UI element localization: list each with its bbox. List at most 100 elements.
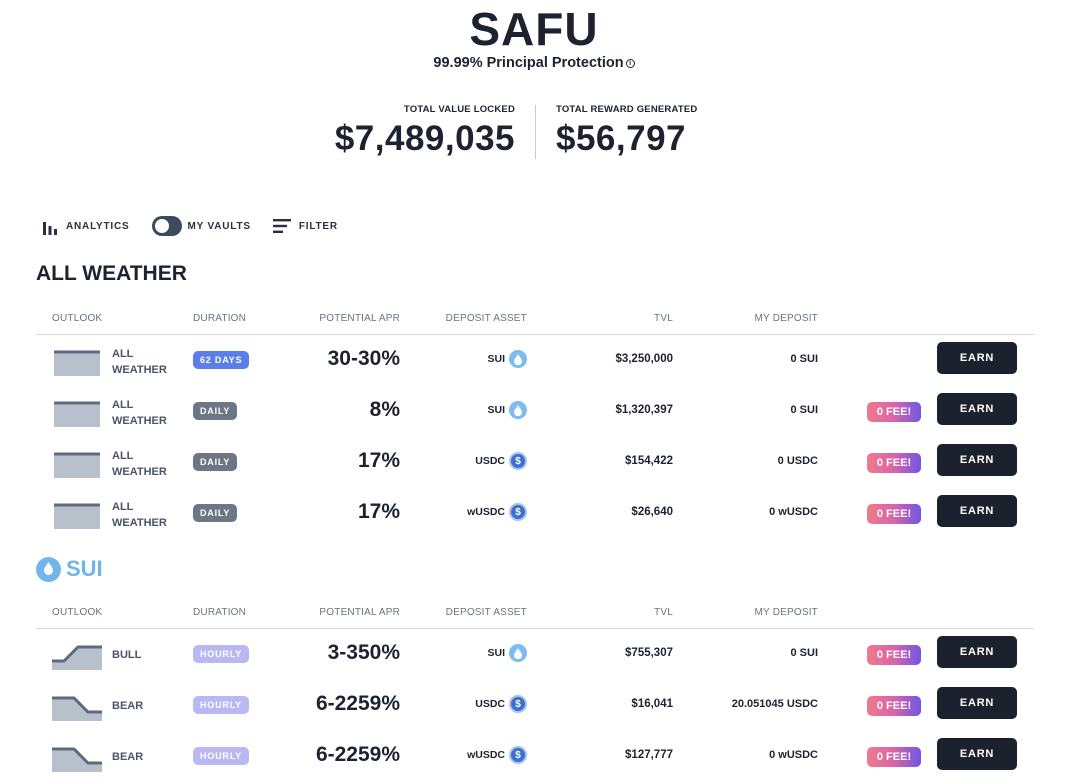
- my-deposit: 0 wUSDC: [769, 749, 818, 761]
- outlook-label: ALL WEATHER: [112, 397, 167, 429]
- total-reward-generated: TOTAL REWARD GENERATED $56,797: [556, 104, 697, 159]
- sui-icon: [509, 350, 527, 368]
- outlook-label-line1: BEAR: [112, 700, 144, 712]
- deposit-asset: SUI: [487, 350, 527, 368]
- filter-button[interactable]: FILTER: [272, 219, 338, 233]
- usdc-icon: $: [509, 452, 527, 470]
- outlook-chart: [52, 400, 102, 432]
- my-vaults-toggle[interactable]: MY VAULTS: [151, 216, 251, 236]
- earn-button[interactable]: EARN: [937, 342, 1017, 374]
- asset-name: SUI: [487, 647, 505, 659]
- analytics-button[interactable]: ANALYTICS: [42, 217, 130, 235]
- outlook-label-line2: WEATHER: [112, 517, 167, 529]
- toggle-switch[interactable]: [151, 216, 182, 236]
- outlook-label-line1: ALL: [112, 348, 134, 360]
- column-header-duration: DURATION: [193, 607, 247, 618]
- table-header: OUTLOOK DURATION POTENTIAL APR DEPOSIT ASSE…: [36, 597, 1034, 629]
- tvl-value: $1,320,397: [615, 404, 673, 416]
- filter-label: FILTER: [298, 220, 338, 232]
- tagline: 99.99% Principal Protection i: [0, 55, 1068, 71]
- tvl-value: $26,640: [631, 506, 673, 518]
- reward-value: $56,797: [556, 119, 687, 158]
- my-deposit: 0 wUSDC: [769, 506, 818, 518]
- column-header-asset: DEPOSIT ASSET: [445, 607, 527, 618]
- earn-button[interactable]: EARN: [937, 636, 1017, 668]
- section-title: SUI: [36, 556, 103, 582]
- asset-name: USDC: [475, 698, 505, 710]
- vault-table: OUTLOOK DURATION POTENTIAL APR DEPOSIT ASSE…: [36, 303, 1034, 539]
- duration-badge: DAILY: [193, 453, 238, 471]
- deposit-asset: SUI: [487, 401, 527, 419]
- asset-name: wUSDC: [467, 749, 505, 761]
- flat-outlook-icon: [54, 350, 100, 376]
- outlook-label-line2: WEATHER: [112, 415, 167, 427]
- earn-button[interactable]: EARN: [937, 738, 1017, 770]
- earn-button[interactable]: EARN: [937, 687, 1017, 719]
- vault-row: BEAR HOURLY 6-2259% USDC $ $16,041 20.051045 U…: [36, 680, 1034, 731]
- asset-name: wUSDC: [467, 506, 505, 518]
- my-vaults-label: MY VAULTS: [187, 220, 251, 232]
- outlook-label-line1: BULL: [112, 649, 142, 661]
- info-icon[interactable]: i: [625, 58, 635, 68]
- deposit-asset: wUSDC $: [467, 746, 527, 764]
- earn-button[interactable]: EARN: [937, 444, 1017, 476]
- column-header-deposit: MY DEPOSIT: [754, 313, 818, 324]
- duration-badge: HOURLY: [193, 696, 249, 714]
- asset-name: SUI: [487, 404, 505, 416]
- bear-outlook-icon: [52, 696, 102, 721]
- deposit-asset: SUI: [487, 644, 527, 662]
- sui-logo-icon: [36, 556, 61, 582]
- zero-fee-badge: 0 FEE!: [867, 696, 921, 716]
- asset-name: SUI: [487, 353, 505, 365]
- bear-outlook-icon: [52, 747, 102, 772]
- outlook-chart: [52, 745, 102, 777]
- outlook-chart: [52, 502, 102, 534]
- bull-outlook-icon: [52, 645, 102, 670]
- asset-name: USDC: [475, 455, 505, 467]
- zero-fee-badge: 0 FEE!: [867, 453, 921, 473]
- section-title: ALL WEATHER: [36, 262, 187, 285]
- sui-icon: [509, 401, 527, 419]
- outlook-label-line1: BEAR: [112, 751, 144, 763]
- column-header-outlook: OUTLOOK: [52, 607, 103, 618]
- zero-fee-badge: 0 FEE!: [867, 747, 921, 767]
- outlook-label-line1: ALL: [112, 399, 134, 411]
- flat-outlook-icon: [54, 401, 100, 427]
- potential-apr: 3-350%: [327, 641, 400, 664]
- filter-icon: [272, 219, 291, 233]
- usdc-icon: $: [509, 503, 527, 521]
- table-header: OUTLOOK DURATION POTENTIAL APR DEPOSIT ASSE…: [36, 303, 1034, 335]
- my-deposit: 0 SUI: [790, 404, 818, 416]
- outlook-label: BEAR: [112, 749, 143, 765]
- deposit-asset: USDC $: [475, 452, 527, 470]
- vault-row: BULL HOURLY 3-350% SUI $755,307 0 SUI 0 FEE! EA…: [36, 629, 1034, 680]
- column-header-outlook: OUTLOOK: [52, 313, 103, 324]
- section-title-text: SUI: [66, 556, 103, 581]
- earn-button[interactable]: EARN: [937, 495, 1017, 527]
- potential-apr: 17%: [357, 500, 400, 523]
- column-header-tvl: TVL: [654, 313, 673, 324]
- vault-controls: ANALYTICS MY VAULTS FILTER: [42, 216, 360, 236]
- outlook-chart: [52, 451, 102, 483]
- column-header-duration: DURATION: [193, 313, 247, 324]
- vault-row: ALL WEATHER DAILY 17% USDC $ $154,422 0 USDC 0 F…: [36, 437, 1034, 488]
- stat-divider: [535, 105, 536, 159]
- flat-outlook-icon: [54, 452, 100, 478]
- vault-row: ALL WEATHER DAILY 8% SUI $1,320,397 0 SUI 0 FEE…: [36, 386, 1034, 437]
- column-header-tvl: TVL: [654, 607, 673, 618]
- earn-button[interactable]: EARN: [937, 393, 1017, 425]
- duration-badge: DAILY: [193, 402, 238, 420]
- column-header-apr: POTENTIAL APR: [319, 607, 400, 618]
- flat-outlook-icon: [54, 503, 100, 529]
- usdc-icon: $: [509, 746, 527, 764]
- vault-row: BEAR HOURLY 6-2259% wUSDC $ $127,777 0 wUSDC 0 …: [36, 731, 1034, 780]
- tvl-value: $16,041: [631, 698, 673, 710]
- sui-icon: [509, 644, 527, 662]
- outlook-label-line2: WEATHER: [112, 364, 167, 376]
- outlook-label-line1: ALL: [112, 450, 134, 462]
- my-deposit: 0 SUI: [790, 353, 818, 365]
- outlook-label: BEAR: [112, 698, 143, 714]
- usdc-icon: $: [509, 695, 527, 713]
- outlook-label: BULL: [112, 647, 141, 663]
- outlook-label-line1: ALL: [112, 501, 134, 513]
